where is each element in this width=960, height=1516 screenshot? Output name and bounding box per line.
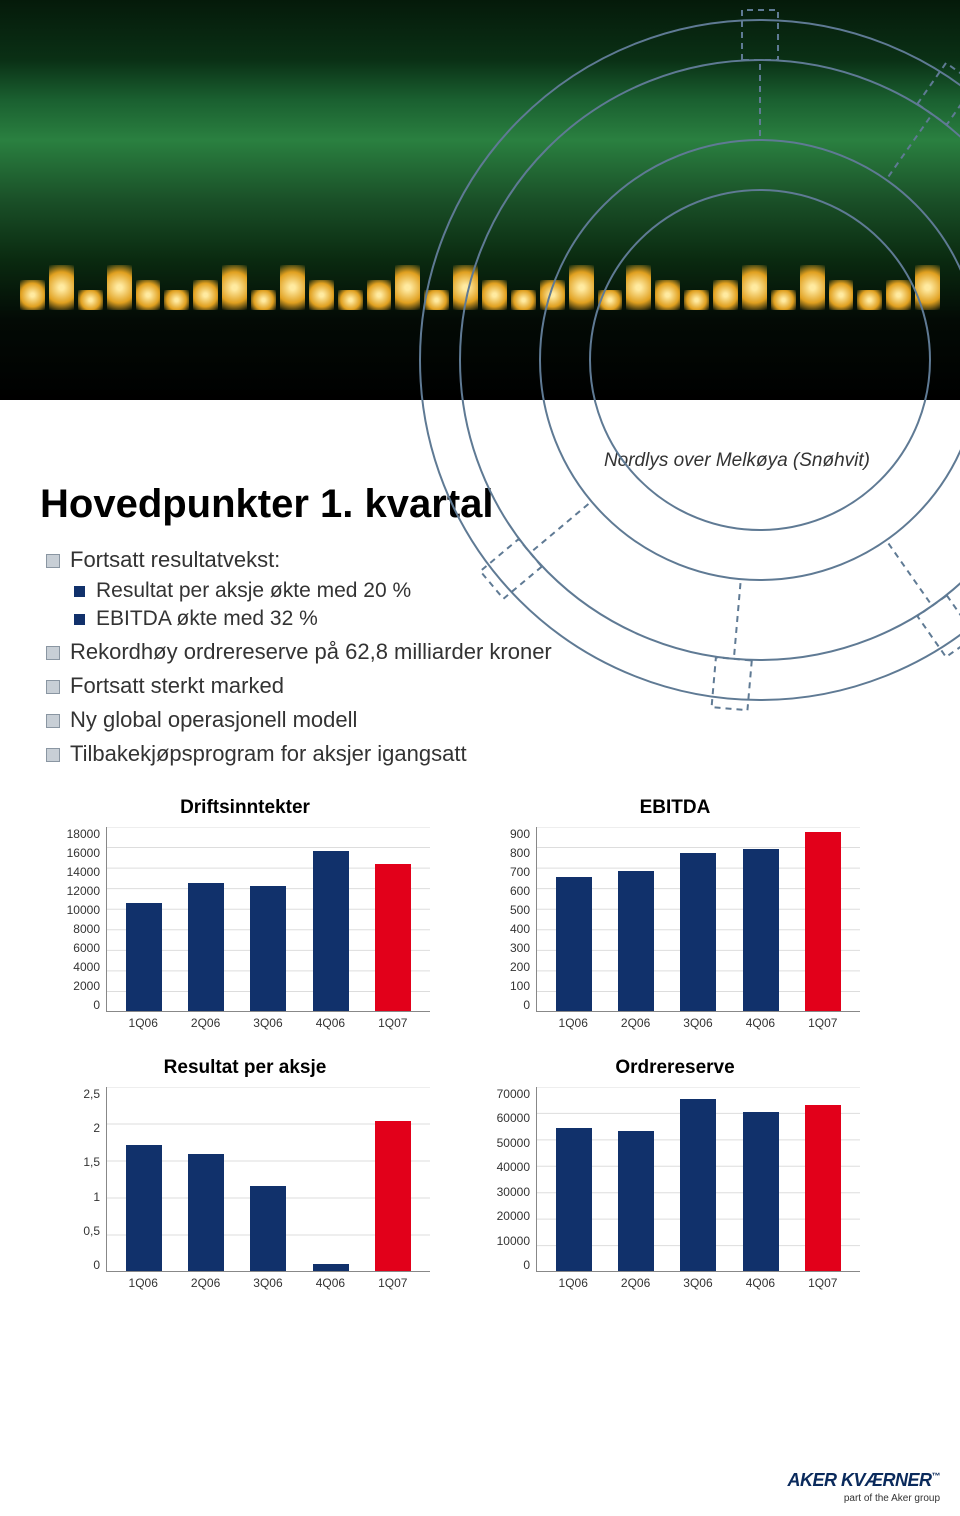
bullet-item: Fortsatt sterkt marked	[40, 673, 920, 699]
y-tick-label: 2	[93, 1121, 100, 1135]
chart-ordrereserve: Ordrereserve 70000 60000 50000 40000 30000 20…	[490, 1057, 860, 1307]
bullet-item: Rekordhøy ordrereserve på 62,8 milliarde…	[40, 639, 920, 665]
bar	[126, 903, 162, 1011]
chart-title: Resultat per aksje	[60, 1057, 430, 1079]
bar	[805, 832, 841, 1011]
sub-bullet-item: EBITDA økte med 32 %	[70, 607, 920, 631]
x-tick-label: 4Q06	[316, 1016, 345, 1030]
y-tick-label: 0,5	[83, 1224, 100, 1238]
x-tick-label: 4Q06	[316, 1276, 345, 1290]
y-tick-label: 18000	[67, 827, 100, 841]
x-tick-label: 3Q06	[683, 1016, 712, 1030]
y-tick-label: 2,5	[83, 1087, 100, 1101]
footer: AKER KVÆRNER™ part of the Aker group	[787, 1470, 940, 1504]
bullet-item: Fortsatt resultatvekst:Resultat per aksj…	[40, 547, 920, 631]
sub-bullet-item: Resultat per aksje økte med 20 %	[70, 579, 920, 603]
y-tick-label: 40000	[497, 1160, 530, 1174]
bar	[313, 1264, 349, 1271]
bar	[743, 1112, 779, 1271]
bar	[743, 849, 779, 1011]
logo-text: AKER KVÆRNER	[787, 1470, 931, 1490]
y-tick-label: 16000	[67, 846, 100, 860]
y-tick-label: 600	[510, 884, 530, 898]
x-tick-label: 3Q06	[683, 1276, 712, 1290]
y-tick-label: 12000	[67, 884, 100, 898]
x-tick-label: 4Q06	[746, 1276, 775, 1290]
y-tick-label: 100	[510, 979, 530, 993]
bar	[126, 1145, 162, 1271]
chart-title: EBITDA	[490, 797, 860, 819]
y-tick-label: 60000	[497, 1111, 530, 1125]
y-tick-label: 300	[510, 941, 530, 955]
bar	[680, 853, 716, 1011]
hero-city-lights	[0, 260, 960, 310]
y-tick-label: 200	[510, 960, 530, 974]
y-tick-label: 1,5	[83, 1155, 100, 1169]
y-tick-label: 14000	[67, 865, 100, 879]
y-tick-label: 1	[93, 1190, 100, 1204]
y-tick-label: 700	[510, 865, 530, 879]
bar	[375, 1121, 411, 1271]
x-tick-label: 1Q07	[808, 1016, 837, 1030]
bar	[188, 883, 224, 1011]
x-tick-label: 1Q07	[378, 1016, 407, 1030]
y-tick-label: 8000	[73, 922, 100, 936]
y-tick-label: 0	[523, 998, 530, 1012]
x-tick-label: 2Q06	[621, 1016, 650, 1030]
y-tick-label: 50000	[497, 1136, 530, 1150]
bar	[188, 1154, 224, 1271]
y-tick-label: 500	[510, 903, 530, 917]
bar	[680, 1099, 716, 1271]
bar	[618, 1131, 654, 1271]
bar	[805, 1105, 841, 1272]
y-tick-label: 2000	[73, 979, 100, 993]
chart-driftsinntekter: Driftsinntekter 18000 16000 14000 12000 1000…	[60, 797, 430, 1047]
bar	[556, 877, 592, 1011]
x-tick-label: 2Q06	[191, 1016, 220, 1030]
x-tick-label: 3Q06	[253, 1276, 282, 1290]
y-tick-label: 800	[510, 846, 530, 860]
bullet-item: Ny global operasjonell modell	[40, 707, 920, 733]
bar	[618, 871, 654, 1011]
bullet-item: Tilbakekjøpsprogram for aksjer igangsatt	[40, 741, 920, 767]
y-tick-label: 0	[93, 1258, 100, 1272]
y-tick-label: 400	[510, 922, 530, 936]
hero-caption: Nordlys over Melkøya (Snøhvit)	[40, 450, 920, 472]
bar	[250, 886, 286, 1011]
page-title: Hovedpunkter 1. kvartal	[40, 482, 920, 527]
x-tick-label: 1Q06	[129, 1016, 158, 1030]
y-tick-label: 20000	[497, 1209, 530, 1223]
y-tick-label: 0	[93, 998, 100, 1012]
x-tick-label: 1Q06	[129, 1276, 158, 1290]
chart-title: Ordrereserve	[490, 1057, 860, 1079]
x-tick-label: 1Q07	[808, 1276, 837, 1290]
x-tick-label: 3Q06	[253, 1016, 282, 1030]
y-tick-label: 4000	[73, 960, 100, 974]
footer-sub: part of the Aker group	[787, 1493, 940, 1504]
bar	[313, 851, 349, 1011]
y-tick-label: 0	[523, 1258, 530, 1272]
chart-ebitda: EBITDA 900 800 700 600 500 400 300 200 100 0 1Q06 2…	[490, 797, 860, 1047]
chart-title: Driftsinntekter	[60, 797, 430, 819]
x-tick-label: 2Q06	[191, 1276, 220, 1290]
logo: AKER KVÆRNER™	[787, 1470, 940, 1491]
y-tick-label: 70000	[497, 1087, 530, 1101]
x-tick-label: 1Q06	[559, 1276, 588, 1290]
y-tick-label: 10000	[67, 903, 100, 917]
bullets-list: Fortsatt resultatvekst:Resultat per aksj…	[40, 547, 920, 767]
hero-aurora-image	[0, 0, 960, 400]
bar	[375, 864, 411, 1011]
y-tick-label: 10000	[497, 1234, 530, 1248]
y-tick-label: 6000	[73, 941, 100, 955]
y-tick-label: 900	[510, 827, 530, 841]
x-tick-label: 1Q06	[559, 1016, 588, 1030]
x-tick-label: 4Q06	[746, 1016, 775, 1030]
y-tick-label: 30000	[497, 1185, 530, 1199]
x-tick-label: 1Q07	[378, 1276, 407, 1290]
x-tick-label: 2Q06	[621, 1276, 650, 1290]
bar	[250, 1186, 286, 1271]
chart-rpa: Resultat per aksje 2,5 2 1,5 1 0,5 0 1Q06 2Q06 3…	[60, 1057, 430, 1307]
bar	[556, 1128, 592, 1271]
